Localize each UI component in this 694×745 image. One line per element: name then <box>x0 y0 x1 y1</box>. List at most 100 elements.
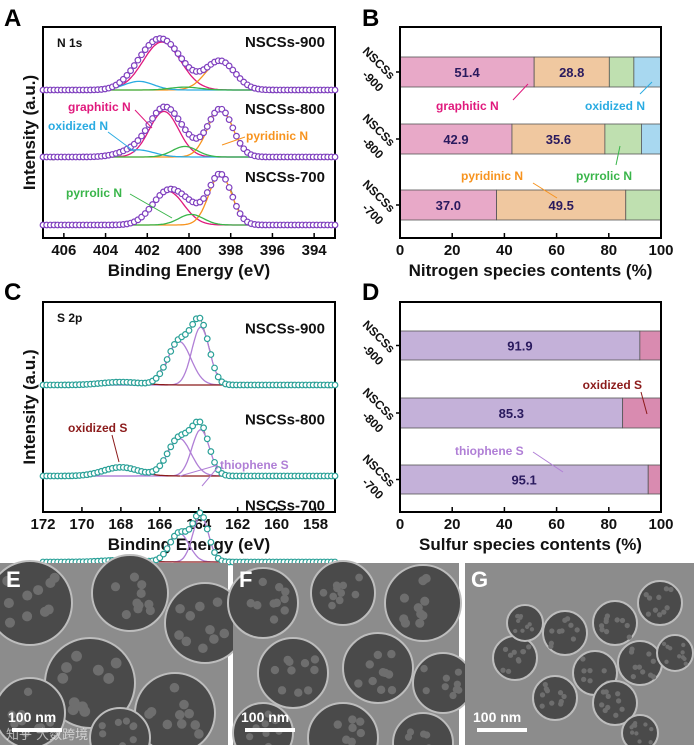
data-point <box>149 115 156 122</box>
pore <box>121 610 131 620</box>
leader-line <box>639 81 653 95</box>
pore <box>629 730 635 735</box>
pore <box>602 707 608 714</box>
leader-line <box>129 193 173 219</box>
series-label: NSCSs-800 <box>245 101 325 118</box>
pore <box>668 586 674 593</box>
pore <box>418 576 428 586</box>
pore <box>549 628 555 634</box>
pore <box>285 657 294 666</box>
pore <box>420 596 430 606</box>
data-point <box>229 66 237 74</box>
pore <box>558 698 564 705</box>
pore <box>272 598 281 608</box>
pore <box>524 624 530 629</box>
data-point <box>207 115 215 123</box>
pore <box>664 605 670 611</box>
pore <box>137 580 147 590</box>
annotation-pyridinic-n: pyridinic N <box>461 169 523 183</box>
annotation-graphitic-n: graphitic N <box>436 99 499 113</box>
bar-value-label: 85.3 <box>499 406 524 421</box>
pore <box>650 658 656 664</box>
data-point <box>141 210 149 217</box>
pore <box>652 607 659 613</box>
bar-value-label: 49.5 <box>549 198 574 213</box>
scale-bar <box>245 728 295 732</box>
pore <box>310 665 319 675</box>
leader-line <box>615 145 621 166</box>
pore <box>3 598 14 609</box>
pore <box>194 729 204 739</box>
pore <box>277 686 287 695</box>
leader-line <box>107 131 136 153</box>
data-point <box>181 331 189 338</box>
data-point <box>145 205 153 213</box>
pore <box>404 733 413 741</box>
tem-image-g <box>465 563 694 745</box>
pore <box>114 718 122 727</box>
data-point <box>200 195 208 202</box>
pore <box>681 642 686 648</box>
pore <box>599 702 605 708</box>
data-point <box>203 123 211 130</box>
pore <box>175 603 185 614</box>
x-tick-label: 170 <box>69 516 94 533</box>
pore <box>205 624 215 635</box>
pore <box>378 668 388 677</box>
pore <box>348 715 357 724</box>
fit-component-thiophene-S <box>43 429 335 477</box>
pore <box>603 628 610 635</box>
pore <box>4 617 16 628</box>
data-point <box>178 55 186 63</box>
pore <box>17 710 26 719</box>
data-point <box>229 124 237 132</box>
data-point <box>236 210 244 218</box>
pore <box>529 627 535 632</box>
data-point <box>138 132 145 140</box>
annotation-thiophene-s: thiophene S <box>220 458 289 472</box>
pore <box>10 719 19 729</box>
pore <box>246 599 255 608</box>
data-point <box>152 196 160 204</box>
pore <box>129 572 140 582</box>
pore <box>162 719 173 730</box>
data-point <box>189 320 197 328</box>
data-point <box>123 71 131 79</box>
pore <box>520 648 526 655</box>
pore <box>632 664 638 670</box>
x-tick-label: 40 <box>496 242 513 259</box>
pore <box>640 669 646 675</box>
bar-segment-oxidized-N <box>633 56 662 88</box>
pore <box>661 641 667 647</box>
panel-label-f: F <box>239 567 252 592</box>
pore <box>423 731 431 739</box>
data-point <box>233 202 240 210</box>
data-point <box>225 184 233 191</box>
pore <box>365 660 374 669</box>
data-point <box>141 46 149 54</box>
x-axis-label: Sulfur species contents (%) <box>419 535 642 554</box>
pore <box>648 740 653 745</box>
pore <box>634 731 639 736</box>
pore <box>604 613 611 619</box>
pore <box>98 722 106 730</box>
bar-value-label: 91.9 <box>507 339 532 354</box>
data-point <box>233 132 240 140</box>
pore <box>354 679 363 688</box>
plot-frame-d <box>399 301 662 513</box>
data-point <box>331 472 339 480</box>
x-tick-label: 160 <box>264 516 289 533</box>
pore <box>368 676 377 686</box>
data-point <box>167 443 175 451</box>
pore <box>453 680 461 688</box>
pore <box>339 581 348 590</box>
pore <box>49 572 60 583</box>
pore <box>415 618 425 628</box>
nanosphere <box>506 604 544 642</box>
series-label: NSCSs-900 <box>245 34 325 51</box>
x-tick-label: 172 <box>30 516 55 533</box>
pore <box>680 655 686 660</box>
data-point <box>167 347 175 355</box>
pore <box>351 590 360 599</box>
x-tick-label: 400 <box>176 242 201 259</box>
